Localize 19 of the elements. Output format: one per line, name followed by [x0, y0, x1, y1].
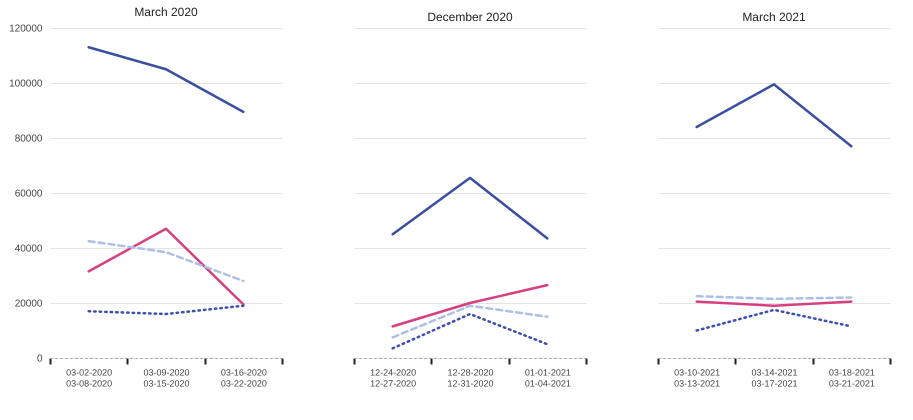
y-tick-label: 120000	[9, 24, 43, 34]
y-tick-label: 0	[36, 354, 43, 364]
x-tick-label: 03-16-2020 03-22-2020	[220, 368, 267, 388]
x-tick-label: 03-09-2020 03-15-2020	[143, 368, 190, 388]
x-tick-label: 03-14-2021 03-17-2021	[751, 368, 798, 388]
x-tick-label: 12-24-2020 12-27-2020	[370, 368, 416, 388]
chart-title: December 2020	[427, 10, 514, 24]
x-tick-label: 12-28-2020 12-31-2020	[447, 368, 494, 388]
y-tick-label: 100000	[9, 78, 43, 90]
x-tick-label: 03-10-2021 03-13-2021	[674, 368, 720, 388]
x-tick-label: 01-01-2021 01-04-2021	[524, 368, 571, 388]
x-tick-label: 03-18-2021 03-21-2021	[828, 368, 875, 388]
chart-title: March 2021	[742, 10, 806, 24]
chart-title: March 2020	[134, 5, 198, 19]
y-tick-label: 60000	[14, 188, 43, 200]
y-tick-label: 80000	[14, 134, 43, 144]
y-tick-label: 40000	[14, 244, 43, 254]
x-tick-label: 03-02-2020 03-08-2020	[66, 368, 112, 388]
y-tick-label: 20000	[14, 298, 43, 310]
